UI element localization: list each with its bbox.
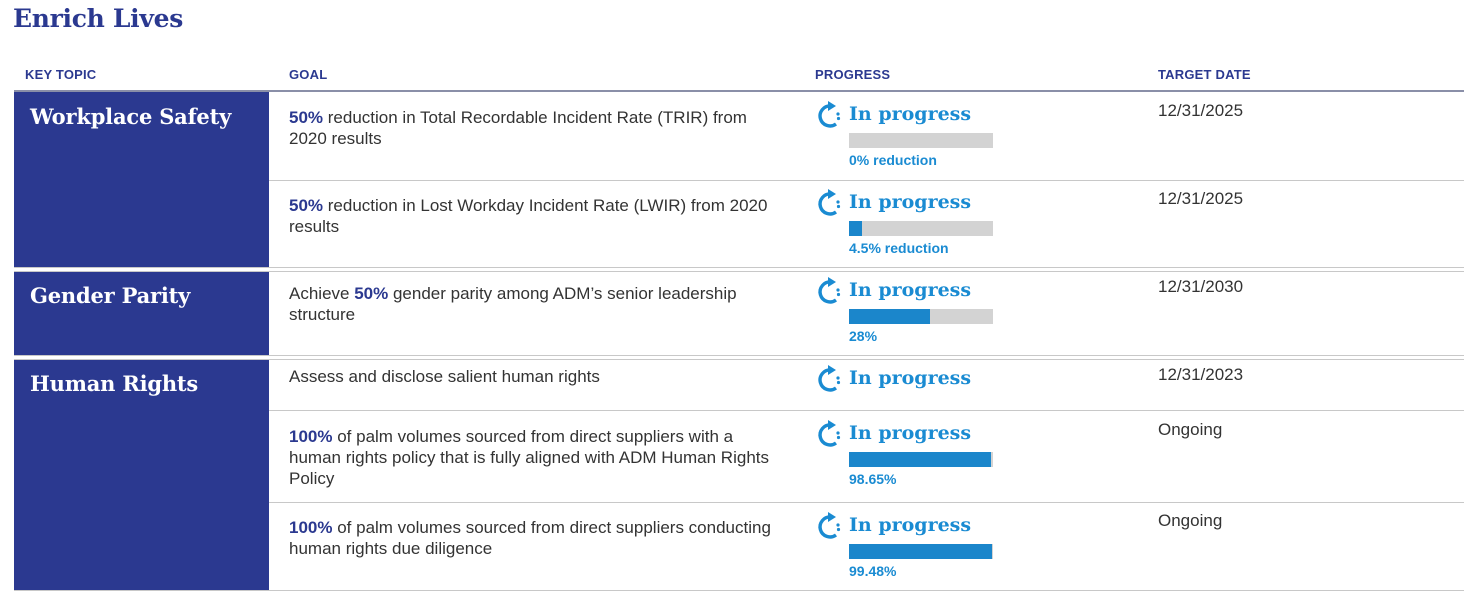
- progress-bar: [849, 133, 993, 148]
- page-title: Enrich Lives: [13, 4, 183, 33]
- progress-cell: In progress 28%: [815, 277, 1005, 347]
- progress-value: 98.65%: [849, 471, 897, 487]
- refresh-arrows-icon: [815, 101, 841, 131]
- goal-text: 50% reduction in Lost Workday Incident R…: [289, 195, 789, 237]
- progress-value: 99.48%: [849, 563, 897, 579]
- goal-rest: reduction in Lost Workday Incident Rate …: [289, 196, 768, 236]
- status-label: In progress: [849, 191, 972, 213]
- progress-cell: In progress 99.48%: [815, 512, 1005, 582]
- goal-rest: of palm volumes sourced from direct supp…: [289, 427, 769, 488]
- progress-cell: In progress 98.65%: [815, 420, 1005, 490]
- goal-lead: Assess and disclose salient human rights: [289, 367, 600, 386]
- row-divider: [269, 410, 1464, 411]
- topic-cell-workplace-safety: Workplace Safety: [14, 92, 269, 267]
- goal-text: Achieve 50% gender parity among ADM’s se…: [289, 283, 789, 325]
- group-divider: [14, 267, 1464, 272]
- status-label: In progress: [849, 279, 972, 301]
- refresh-arrows-icon: [815, 277, 841, 307]
- header-key-topic: KEY TOPIC: [25, 67, 97, 82]
- goal-highlight: 50%: [289, 196, 324, 215]
- goal-rest: of palm volumes sourced from direct supp…: [289, 518, 771, 558]
- progress-cell: In progress 0% reduction: [815, 101, 1005, 171]
- goal-text: Assess and disclose salient human rights: [289, 366, 789, 387]
- progress-bar: [849, 309, 993, 324]
- goal-text: 100% of palm volumes sourced from direct…: [289, 426, 789, 489]
- refresh-arrows-icon: [815, 365, 841, 395]
- header-goal: GOAL: [289, 67, 328, 82]
- topic-cell-human-rights: Human Rights: [14, 359, 269, 590]
- progress-bar-fill: [849, 309, 930, 324]
- goal-highlight: 50%: [289, 108, 324, 127]
- progress-cell: In progress 4.5% reduction: [815, 189, 1005, 259]
- refresh-arrows-icon: [815, 420, 841, 450]
- target-date: Ongoing: [1158, 420, 1223, 439]
- goal-text: 50% reduction in Total Recordable Incide…: [289, 107, 789, 149]
- status-label: In progress: [849, 103, 972, 125]
- progress-bar-fill: [849, 221, 862, 236]
- progress-bar: [849, 452, 993, 467]
- status-label: In progress: [849, 367, 972, 389]
- goal-text: 100% of palm volumes sourced from direct…: [289, 517, 789, 559]
- goal-highlight: 100%: [289, 518, 333, 537]
- topic-label: Human Rights: [30, 371, 199, 396]
- target-date: 12/31/2025: [1158, 189, 1244, 208]
- target-date: 12/31/2023: [1158, 365, 1244, 384]
- progress-bar: [849, 544, 993, 559]
- header-divider: [14, 90, 1464, 92]
- goal-rest: gender parity among ADM’s senior leaders…: [289, 284, 737, 324]
- progress-bar-fill: [849, 452, 992, 467]
- target-date: 12/31/2030: [1158, 277, 1244, 296]
- progress-value: 0% reduction: [849, 152, 937, 168]
- goal-rest: reduction in Total Recordable Incident R…: [289, 108, 747, 148]
- refresh-arrows-icon: [815, 189, 841, 219]
- progress-bar-fill: [849, 544, 993, 559]
- row-divider: [269, 502, 1464, 503]
- target-date: 12/31/2025: [1158, 101, 1244, 120]
- target-date: Ongoing: [1158, 511, 1223, 530]
- header-target-date: TARGET DATE: [1158, 67, 1251, 82]
- goal-highlight: 100%: [289, 427, 333, 446]
- status-label: In progress: [849, 514, 972, 536]
- goal-lead: Achieve: [289, 284, 355, 303]
- table-bottom-border: [14, 590, 1464, 591]
- progress-bar: [849, 221, 993, 236]
- topic-cell-gender-parity: Gender Parity: [14, 271, 269, 355]
- topic-label: Gender Parity: [30, 283, 191, 308]
- refresh-arrows-icon: [815, 512, 841, 542]
- progress-value: 28%: [849, 328, 878, 344]
- progress-value: 4.5% reduction: [849, 240, 949, 256]
- header-progress: PROGRESS: [815, 67, 891, 82]
- row-divider: [269, 180, 1464, 181]
- group-divider: [14, 355, 1464, 360]
- progress-cell: In progress: [815, 365, 1005, 435]
- goal-highlight: 50%: [354, 284, 389, 303]
- status-label: In progress: [849, 422, 972, 444]
- topic-label: Workplace Safety: [30, 104, 232, 129]
